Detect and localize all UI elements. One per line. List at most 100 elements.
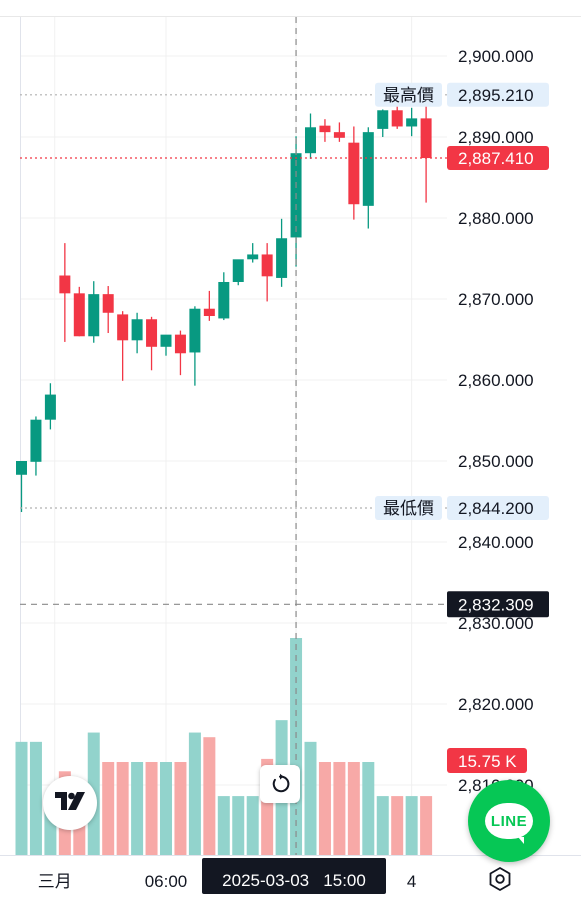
volume-bar (391, 796, 404, 855)
crosshair-time-text: 2025-03-03 15:00 (222, 871, 366, 890)
candle (377, 109, 389, 137)
time-axis-label: 4 (407, 872, 416, 891)
volume-bar (203, 737, 216, 855)
volume-bar (333, 762, 346, 855)
candle-body (174, 334, 186, 354)
price-tick-label: 2,900.000 (458, 47, 534, 66)
candle-body (319, 125, 331, 133)
candle-body (377, 110, 389, 129)
volume-bar (174, 762, 187, 855)
candle (333, 122, 345, 142)
candle-body (203, 308, 215, 317)
candle-body (16, 461, 27, 475)
candle (16, 461, 27, 513)
candle (160, 334, 172, 356)
volume-bar (347, 762, 360, 855)
candle-body (362, 132, 374, 206)
volume-bar (188, 732, 201, 855)
candle (131, 312, 143, 354)
price-tick-label: 2,850.000 (458, 452, 534, 471)
candle-body (30, 419, 42, 462)
line-share-button[interactable]: LINE (468, 780, 550, 862)
high-value-tag (447, 82, 549, 107)
candle-body (218, 281, 230, 319)
volume-bar (246, 796, 259, 855)
volume-bar (145, 762, 158, 855)
candle (406, 107, 418, 137)
volume-bar (116, 762, 129, 855)
volume-value-tag (447, 748, 527, 773)
reset-chart-button[interactable] (260, 765, 300, 803)
rotate-ccw-icon (272, 773, 290, 793)
last-price-tag (447, 145, 549, 170)
candle-body (189, 308, 201, 353)
crosshair-time-tag (202, 858, 386, 894)
candle-body (102, 294, 114, 313)
price-tick-label: 2,890.000 (458, 128, 534, 147)
high-label-text: 最高價 (383, 86, 434, 105)
candle-body (406, 118, 418, 127)
line-bubble-icon: LINE (485, 803, 533, 844)
tradingview-logo[interactable] (43, 776, 97, 830)
candle-body (146, 319, 158, 347)
price-tick-label: 2,860.000 (458, 371, 534, 390)
volume-bar (131, 762, 144, 855)
tradingview-logo-icon (55, 792, 85, 810)
volume-bar (318, 762, 331, 855)
crosshair-price-text: 2,832.309 (458, 595, 534, 614)
candle-body (261, 254, 273, 277)
candle (73, 286, 85, 337)
top-bar (0, 0, 581, 16)
candle-body (88, 294, 100, 337)
candle-body (232, 259, 244, 282)
candle (319, 119, 331, 142)
price-tick-label: 2,870.000 (458, 290, 534, 309)
candle (174, 330, 186, 376)
price-tick-label: 2,820.000 (458, 695, 534, 714)
candle-body (247, 254, 259, 260)
candle-body (348, 142, 360, 205)
candle (203, 290, 215, 321)
volume-bar (217, 796, 230, 855)
candle-body (59, 275, 71, 294)
candle-body (160, 334, 172, 347)
high-value-text: 2,895.210 (458, 86, 534, 105)
candle (305, 113, 316, 159)
candle (290, 136, 302, 267)
settings-center (495, 874, 505, 884)
volume-bar (420, 796, 433, 855)
candle (59, 243, 71, 342)
candle-body (276, 238, 288, 278)
candle (276, 218, 288, 287)
volume-bar (102, 762, 115, 855)
volume-value-text: 15.75 K (458, 752, 517, 771)
candle-body (305, 127, 316, 154)
candle (146, 316, 158, 371)
volume-bar (15, 741, 28, 855)
volume-bar (376, 796, 389, 855)
volume-bar (232, 796, 245, 855)
candle-body (44, 394, 56, 420)
volume-bar (304, 741, 317, 855)
line-button-label: LINE (490, 812, 528, 830)
high-label-tag (375, 82, 442, 107)
volume-bar (29, 741, 42, 855)
time-axis-label: 06:00 (145, 872, 188, 891)
crosshair-price-tag (447, 591, 549, 618)
candle (362, 127, 374, 229)
settings-hexagon (489, 866, 511, 892)
candle (218, 272, 230, 321)
volume-bar (405, 796, 418, 855)
candle-body (117, 314, 129, 341)
candle (30, 416, 42, 476)
time-axis-label: 三月 (38, 872, 72, 891)
price-tick-label: 2,830.000 (458, 614, 534, 633)
candle (261, 243, 273, 302)
volume-bar (160, 762, 172, 855)
candle (117, 311, 129, 381)
low-label-text: 最低價 (383, 499, 434, 518)
candle (247, 243, 259, 263)
low-label-tag (375, 495, 442, 520)
hexagon-gear-icon[interactable] (489, 866, 511, 892)
candle (102, 286, 114, 334)
